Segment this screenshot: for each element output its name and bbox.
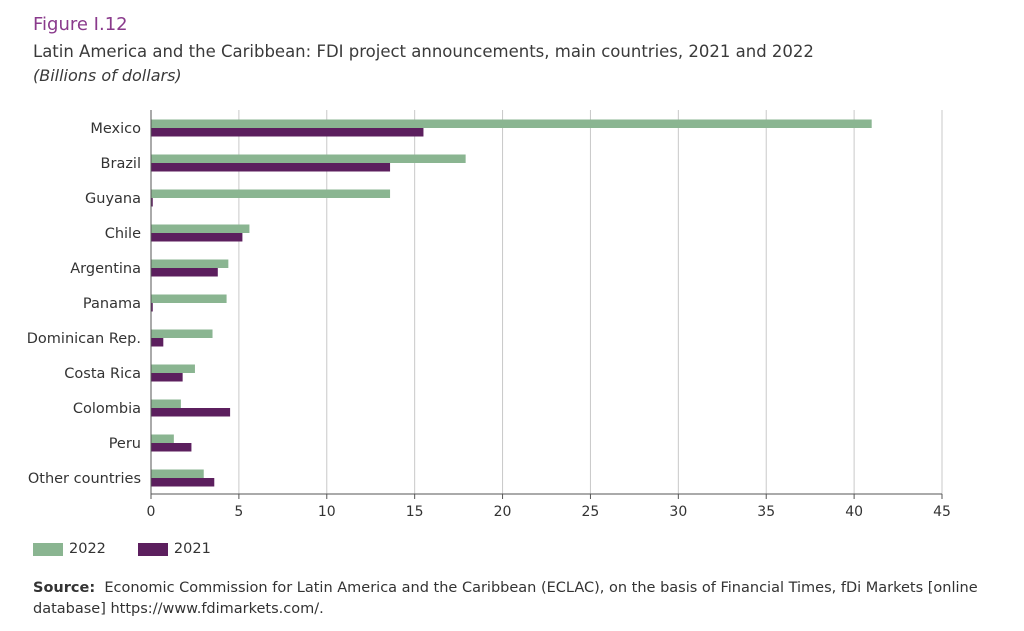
x-tick-label-40: 40 [845,504,863,520]
bar-colombia-2022 [151,399,181,408]
bar-other-countries-2021 [151,478,215,487]
legend-item-2022: 2022 [33,541,106,557]
category-label-dominican-rep: Dominican Rep. [27,331,141,347]
x-tick-label-30: 30 [669,504,687,520]
bars [151,119,872,487]
figure-label: Figure I.12 [33,14,128,35]
category-label-argentina: Argentina [70,261,141,277]
legend-item-2021: 2021 [137,541,211,557]
source-separator: : [89,580,96,596]
bar-guyana-2021 [151,198,153,207]
legend: 2022 2021 [33,541,243,557]
bar-peru-2021 [151,443,192,452]
bar-panama-2021 [151,303,153,312]
category-label-costa-rica: Costa Rica [64,366,141,382]
x-tick-label-45: 45 [933,504,951,520]
x-tick-label-0: 0 [147,504,156,520]
bar-peru-2022 [151,434,174,443]
bar-argentina-2022 [151,259,229,268]
category-label-other-countries: Other countries [28,471,141,487]
bar-mexico-2021 [151,128,424,137]
chart-title: Latin America and the Caribbean: FDI pro… [33,42,814,61]
x-tick-label-35: 35 [757,504,775,520]
bar-chile-2021 [151,233,243,242]
x-tick-label-20: 20 [494,504,512,520]
source-label: Source [33,580,90,596]
chart-subtitle: (Billions of dollars) [33,66,182,85]
category-label-brazil: Brazil [101,156,141,172]
category-label-panama: Panama [83,296,141,312]
source-note: Source: Economic Commission for Latin Am… [33,578,993,620]
category-label-colombia: Colombia [73,401,141,417]
legend-label-2021: 2021 [173,541,211,557]
category-label-guyana: Guyana [85,191,141,207]
source-text: Economic Commission for Latin America an… [33,580,978,617]
legend-label-2022: 2022 [69,541,106,557]
x-tick-label-10: 10 [318,504,336,520]
x-tick-label-5: 5 [234,504,243,520]
category-label-mexico: Mexico [90,121,141,137]
x-tick-label-25: 25 [582,504,600,520]
bar-costa-rica-2022 [151,364,195,373]
legend-swatch-2021 [137,542,168,556]
category-labels: Mexico Brazil Guyana Chile Argentina Panama Do… [27,121,141,487]
bar-chart: Mexico Brazil Guyana Chile Argentina Panama Do… [27,110,951,520]
bar-brazil-2022 [151,154,466,163]
bar-argentina-2021 [151,268,218,277]
bar-chile-2022 [151,224,250,233]
bar-costa-rica-2021 [151,373,183,382]
bar-brazil-2021 [151,163,391,172]
category-label-chile: Chile [105,226,141,242]
legend-swatch-2022 [33,542,63,556]
bar-colombia-2021 [151,408,231,417]
bar-panama-2022 [151,294,227,303]
bar-dominican-rep-2022 [151,329,213,338]
bar-mexico-2022 [151,119,872,128]
bar-other-countries-2022 [151,469,204,478]
bar-guyana-2022 [151,189,391,198]
bar-dominican-rep-2021 [151,338,164,347]
category-label-peru: Peru [109,436,141,452]
x-tick-label-15: 15 [406,504,424,520]
x-axis: 0 5 10 15 20 25 30 35 40 45 [147,110,951,520]
grid-lines [238,110,943,494]
